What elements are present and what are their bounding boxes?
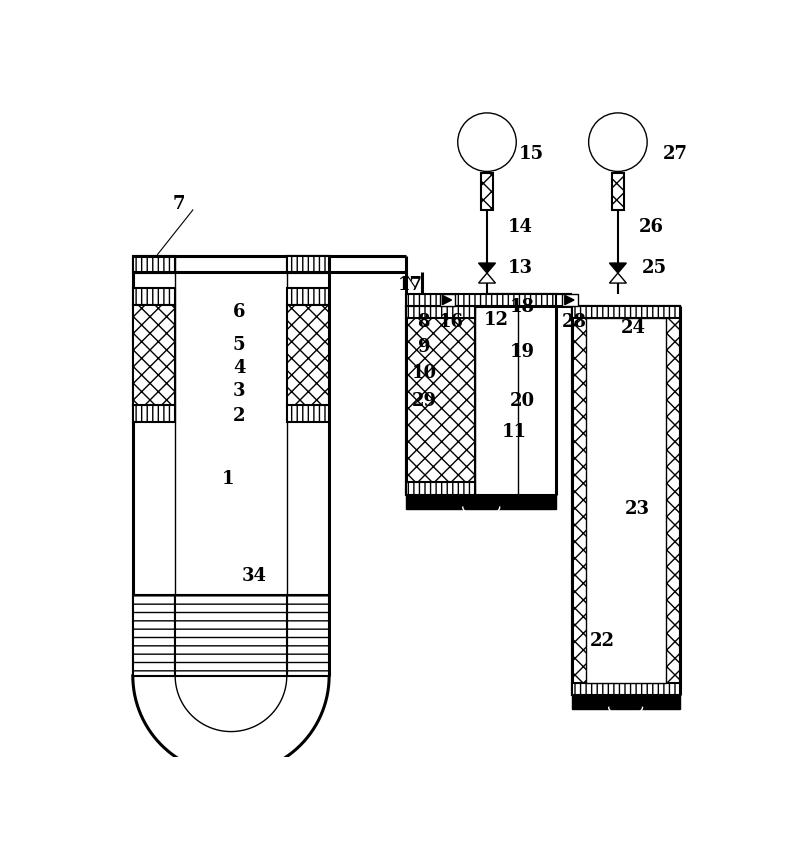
- Text: 20: 20: [510, 391, 535, 410]
- Bar: [406, 294, 556, 306]
- Bar: [287, 256, 329, 271]
- Text: 34: 34: [241, 567, 266, 585]
- Text: 22: 22: [590, 632, 615, 650]
- Bar: [440, 294, 455, 306]
- Text: 29: 29: [411, 391, 436, 410]
- Polygon shape: [610, 263, 626, 273]
- Text: 16: 16: [438, 312, 463, 330]
- Polygon shape: [565, 295, 574, 305]
- Text: 21: 21: [527, 495, 552, 513]
- Bar: [133, 256, 175, 273]
- Text: 14: 14: [508, 218, 533, 236]
- Bar: [572, 306, 679, 695]
- Circle shape: [589, 113, 647, 171]
- Text: 1: 1: [222, 471, 234, 488]
- Polygon shape: [478, 273, 495, 283]
- Text: 11: 11: [502, 423, 526, 441]
- Bar: [406, 483, 475, 494]
- Text: 5: 5: [233, 335, 246, 354]
- Bar: [406, 494, 556, 509]
- Bar: [406, 306, 475, 494]
- Text: 10: 10: [411, 364, 437, 382]
- Text: 3: 3: [233, 382, 246, 400]
- Text: 25: 25: [642, 259, 667, 277]
- Bar: [481, 173, 493, 210]
- Text: 8: 8: [418, 312, 430, 330]
- Bar: [175, 595, 287, 676]
- Bar: [133, 306, 175, 405]
- Text: 6: 6: [233, 303, 246, 321]
- Text: 7: 7: [173, 195, 186, 213]
- Bar: [287, 256, 329, 273]
- Bar: [133, 405, 175, 422]
- Text: 9: 9: [418, 338, 430, 356]
- Polygon shape: [442, 295, 451, 305]
- Bar: [586, 318, 666, 683]
- Bar: [562, 294, 578, 306]
- Text: 17: 17: [398, 277, 422, 294]
- Text: 26: 26: [638, 218, 663, 236]
- Text: 27: 27: [662, 145, 687, 163]
- Text: 23: 23: [625, 500, 650, 517]
- Circle shape: [458, 113, 516, 171]
- Text: 2: 2: [233, 408, 246, 426]
- Text: 18: 18: [510, 298, 535, 316]
- Bar: [133, 595, 175, 676]
- Text: 24: 24: [621, 319, 646, 337]
- Text: 19: 19: [510, 343, 535, 362]
- Bar: [572, 695, 679, 709]
- Polygon shape: [478, 263, 495, 273]
- Bar: [406, 306, 475, 318]
- Text: 28: 28: [562, 312, 586, 330]
- Bar: [133, 288, 175, 306]
- Bar: [287, 405, 329, 422]
- Bar: [572, 683, 679, 695]
- Text: 4: 4: [233, 359, 246, 377]
- Text: 15: 15: [519, 145, 544, 163]
- Text: 13: 13: [508, 259, 533, 277]
- Text: 12: 12: [484, 311, 509, 329]
- Bar: [572, 306, 679, 318]
- Polygon shape: [610, 273, 626, 283]
- Bar: [287, 288, 329, 306]
- Bar: [612, 173, 624, 210]
- Bar: [287, 306, 329, 405]
- Bar: [287, 595, 329, 676]
